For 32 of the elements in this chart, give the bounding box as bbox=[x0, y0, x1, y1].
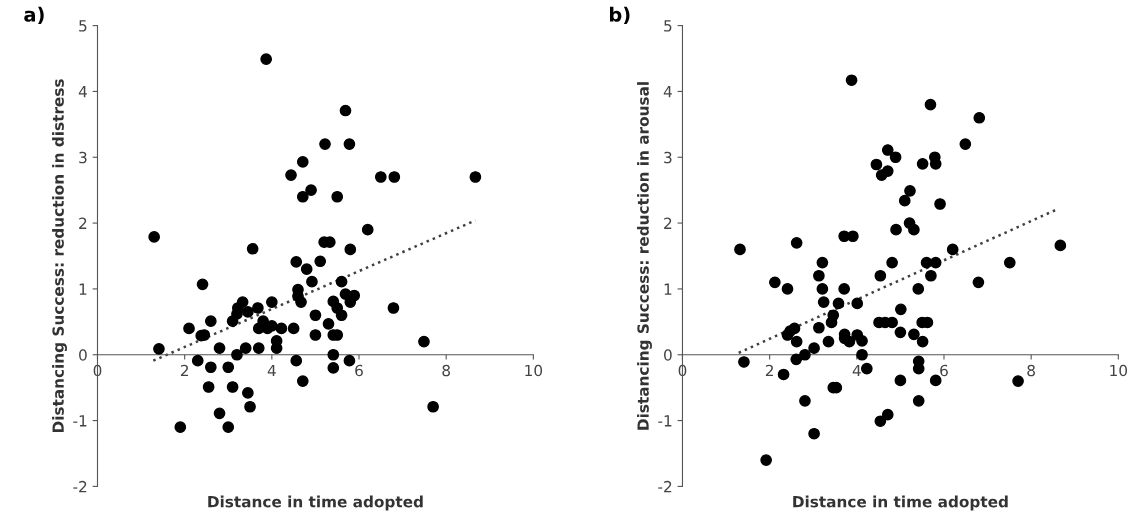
x-tick-label: 8 bbox=[1027, 364, 1035, 377]
x-tick-label: 8 bbox=[442, 364, 450, 377]
x-axis-title: Distance in time adopted bbox=[208, 495, 423, 511]
y-tick-label: 3 bbox=[664, 151, 672, 164]
x-tick-label: 2 bbox=[180, 364, 188, 377]
chart-title: a) bbox=[24, 6, 44, 25]
y-tick-label: 5 bbox=[664, 20, 672, 32]
y-tick-label: 1 bbox=[79, 283, 87, 295]
y-tick-label: 2 bbox=[79, 217, 87, 229]
y-tick-label: 4 bbox=[78, 86, 87, 98]
y-tick-label: 0 bbox=[664, 349, 672, 361]
x-tick-label: 4 bbox=[852, 364, 861, 377]
chart-title: b) bbox=[610, 6, 630, 25]
x-tick-label: 10 bbox=[1110, 364, 1128, 377]
x-tick-label: 2 bbox=[765, 364, 773, 377]
y-tick-label: 2 bbox=[664, 217, 672, 229]
y-axis-title: Distancing Success: reduction in distress bbox=[52, 79, 67, 433]
y-tick-label: 3 bbox=[79, 151, 87, 164]
y-axis-title: Distancing Success: reduction in arousal bbox=[637, 82, 652, 430]
x-tick-label: 4 bbox=[267, 364, 276, 377]
y-tick-label: -1 bbox=[73, 415, 87, 427]
y-tick-label: 1 bbox=[664, 283, 672, 295]
y-tick-label: -2 bbox=[73, 480, 87, 493]
x-tick-label: 6 bbox=[355, 364, 363, 377]
x-axis-title: Distance in time adopted bbox=[793, 495, 1008, 511]
x-tick-label: 6 bbox=[940, 364, 948, 377]
y-tick-label: 4 bbox=[663, 86, 672, 98]
y-tick-label: 5 bbox=[79, 20, 87, 32]
x-tick-label: 10 bbox=[525, 364, 543, 377]
y-tick-label: -2 bbox=[658, 480, 672, 493]
y-tick-label: 0 bbox=[79, 349, 87, 361]
y-tick-label: -1 bbox=[658, 415, 672, 427]
